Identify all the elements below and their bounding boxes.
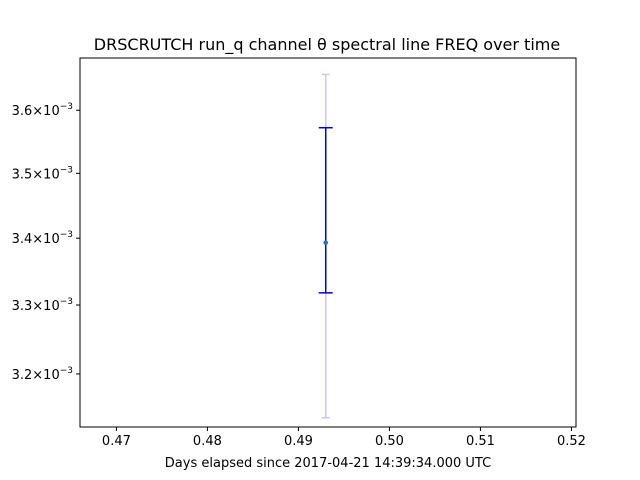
y-tick-mantissa: 3.6 [12,104,33,119]
y-tick-mantissa: 3.4 [12,232,33,247]
y-tick-base: ×10 [32,299,59,314]
y-tick-exponent: −3 [60,230,73,240]
x-tick-label: 0.50 [375,434,404,449]
x-tick-label: 0.49 [284,434,313,449]
y-tick-base: ×10 [32,167,59,182]
y-tick-exponent: −3 [60,102,73,112]
x-axis: 0.47 0.48 0.49 0.50 0.51 0.52 [102,427,586,449]
y-axis: 3.2×10−33.3×10−33.4×10−33.5×10−33.6×10−3 [12,102,80,383]
x-axis-label: Days elapsed since 2017-04-21 14:39:34.0… [165,456,491,471]
y-tick-label: 3.4×10−3 [12,230,73,247]
y-tick-base: ×10 [32,232,59,247]
y-tick-label: 3.5×10−3 [12,165,73,182]
y-tick-base: ×10 [32,104,59,119]
y-tick-exponent: −3 [60,297,73,307]
x-tick-label: 0.52 [557,434,586,449]
x-tick-label: 0.47 [102,434,131,449]
y-tick-label: 3.6×10−3 [12,102,73,119]
y-tick-label: 3.2×10−3 [12,366,73,383]
x-tick-label: 0.48 [193,434,222,449]
y-tick-base: ×10 [32,368,59,383]
y-tick-exponent: −3 [60,366,73,376]
y-tick-exponent: −3 [60,165,73,175]
chart-title: DRSCRUTCH run_q channel θ spectral line … [94,35,560,55]
y-tick-mantissa: 3.5 [12,167,33,182]
data-marks [318,73,333,419]
y-tick-mantissa: 3.2 [12,368,33,383]
y-tick-label: 3.3×10−3 [12,297,73,314]
data-point [323,240,329,246]
y-tick-mantissa: 3.3 [12,299,33,314]
x-tick-label: 0.51 [466,434,495,449]
